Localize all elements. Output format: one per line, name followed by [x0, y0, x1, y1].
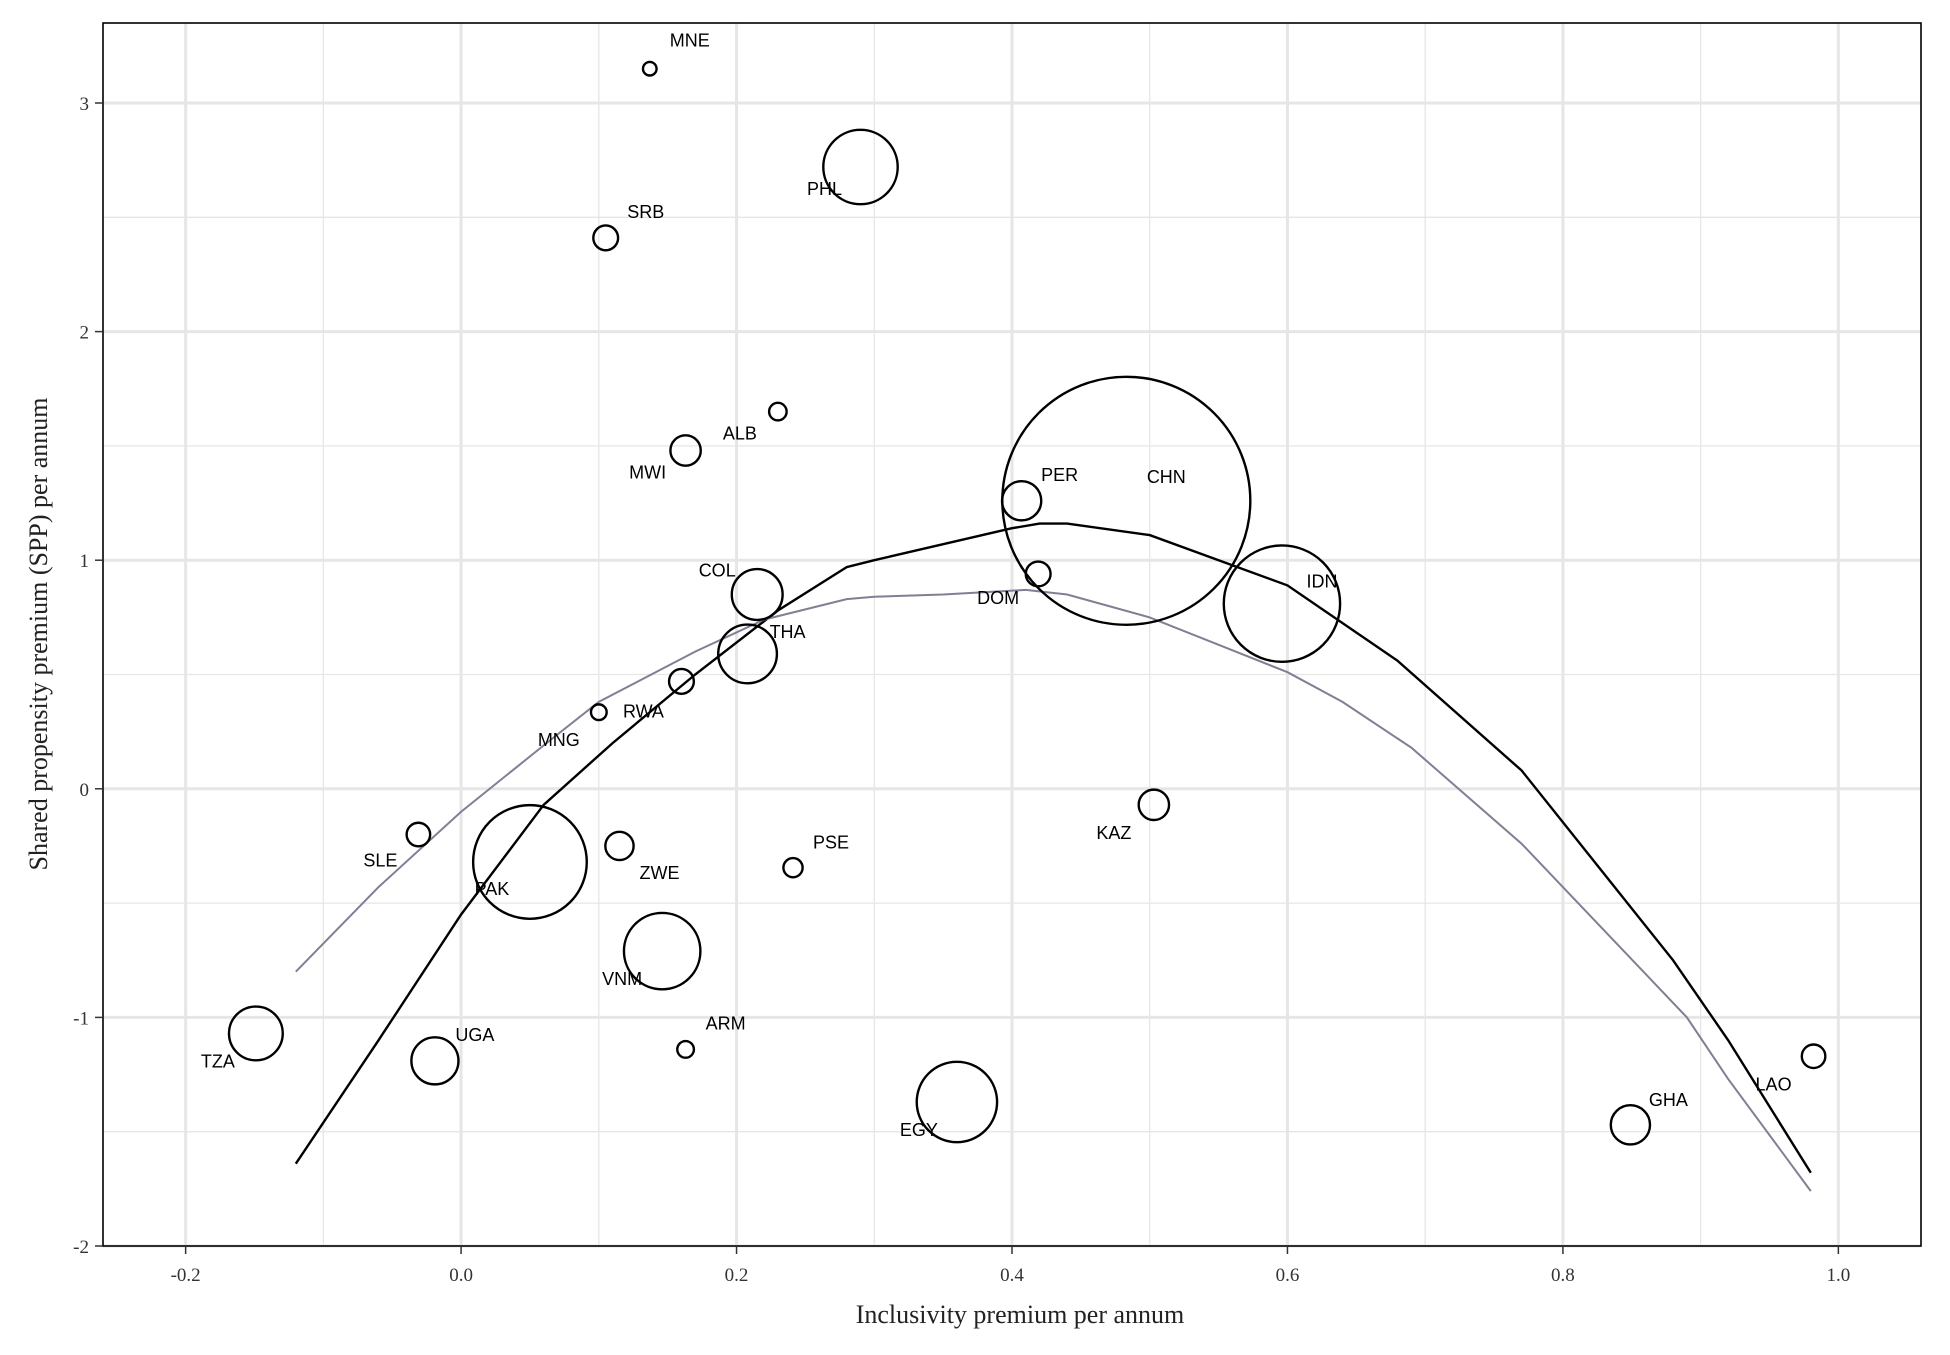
point-label-idn: IDN: [1306, 572, 1337, 592]
point-label-lao: LAO: [1756, 1074, 1792, 1094]
x-tick-label: 0.0: [449, 1265, 473, 1286]
point-mne: [641, 60, 658, 77]
point-label-phl: PHL: [807, 179, 842, 199]
point-label-chn: CHN: [1147, 467, 1186, 487]
x-axis: -0.2 0.0 0.2 0.4 0.6 0.8 1.0: [171, 1246, 1850, 1286]
fit-line: [294, 522, 1812, 1174]
point-label-gha: GHA: [1649, 1090, 1688, 1110]
point-label-mne: MNE: [670, 31, 710, 51]
y-axis-title: Shared propensity premium (SPP) per annu…: [24, 398, 53, 871]
point-label-rwa: RWA: [623, 701, 664, 721]
point-pak: [471, 803, 588, 920]
point-label-mng: MNG: [538, 730, 580, 750]
point-label-vnm: VNM: [602, 969, 642, 989]
point-rwa: [667, 667, 696, 695]
point-phl: [822, 128, 899, 206]
y-tick-label: 3: [80, 94, 90, 115]
fit-lines: [294, 522, 1812, 1192]
point-idn: [1222, 544, 1342, 664]
data-points: [227, 60, 1827, 1146]
point-zwe: [604, 830, 635, 862]
point-label-pse: PSE: [813, 833, 849, 853]
point-label-alb: ALB: [723, 424, 757, 444]
x-tick-label: 0.8: [1551, 1265, 1575, 1286]
y-tick-label: -2: [73, 1237, 89, 1258]
point-alb: [767, 401, 788, 422]
point-label-dom: DOM: [977, 588, 1019, 608]
x-tick-label: 0.4: [1000, 1265, 1024, 1286]
point-pse: [782, 856, 804, 879]
y-tick-label: 0: [80, 780, 90, 801]
fit-line: [295, 588, 1812, 1192]
x-tick-label: -0.2: [171, 1265, 201, 1286]
point-label-egy: EGY: [900, 1120, 938, 1140]
point-sle: [405, 821, 432, 848]
point-label-per: PER: [1041, 465, 1078, 485]
x-tick-label: 1.0: [1826, 1265, 1850, 1286]
y-tick-label: 2: [80, 323, 90, 344]
y-axis: -2 -1 0 1 2 3: [73, 94, 103, 1258]
point-dom: [1024, 560, 1052, 588]
x-axis-title: Inclusivity premium per annum: [856, 1300, 1185, 1329]
point-vnm: [622, 911, 702, 991]
point-mwi: [669, 434, 702, 467]
point-label-pak: PAK: [475, 879, 510, 899]
point-label-tha: THA: [770, 622, 806, 642]
point-gha: [1609, 1104, 1652, 1146]
point-labels: MNE PHL SRB ALB MWI PER CHN COL DOM IDN THA RWA MNG K…: [201, 31, 1792, 1140]
point-uga: [410, 1036, 460, 1086]
y-tick-label: 1: [80, 551, 90, 572]
point-chn: [1001, 375, 1252, 626]
point-kaz: [1137, 788, 1171, 822]
point-lao: [1800, 1043, 1827, 1070]
x-tick-label: 0.2: [725, 1265, 749, 1286]
point-label-col: COL: [699, 560, 736, 580]
point-srb: [592, 224, 620, 252]
point-egy: [915, 1060, 999, 1144]
point-label-zwe: ZWE: [639, 863, 679, 883]
point-arm: [676, 1039, 696, 1059]
point-label-mwi: MWI: [629, 462, 666, 482]
point-tza: [227, 1005, 284, 1062]
point-col: [730, 567, 784, 622]
point-label-uga: UGA: [455, 1025, 494, 1045]
point-label-sle: SLE: [363, 851, 397, 871]
y-tick-label: -1: [73, 1008, 89, 1029]
point-label-arm: ARM: [706, 1013, 746, 1033]
x-tick-label: 0.6: [1276, 1265, 1300, 1286]
point-label-kaz: KAZ: [1096, 823, 1131, 843]
point-label-tza: TZA: [201, 1051, 235, 1071]
point-label-srb: SRB: [627, 202, 664, 222]
point-tha: [717, 623, 779, 685]
point-mng: [589, 703, 608, 722]
